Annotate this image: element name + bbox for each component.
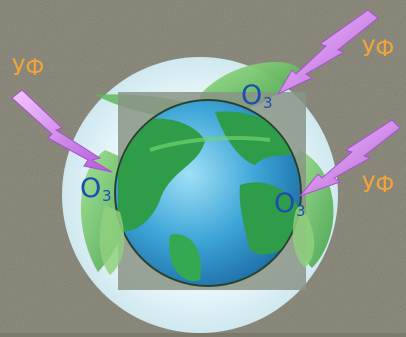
uv-label-left: УФ [12,56,44,81]
leaf-right-front [292,205,315,268]
continents [118,111,301,281]
uv-label-top-right: УФ [362,37,394,62]
earth-globe [114,99,302,287]
svg-text:О: О [80,173,101,204]
ozone-label-top: О 3 [241,80,273,112]
ozone-label-right: О 3 [274,188,306,220]
uv-ray-right [298,119,401,198]
leaf-left-front [99,205,125,275]
uv-ray-top-right [276,9,379,96]
svg-text:О: О [274,188,295,219]
uv-label-right: УФ [362,173,394,198]
uv-ray-left [11,89,113,173]
uv-rays [11,9,401,198]
ozone-label-left: О 3 [80,173,112,205]
svg-text:3: 3 [296,202,306,220]
svg-text:3: 3 [102,187,112,205]
svg-text:3: 3 [263,94,273,112]
svg-text:О: О [241,80,262,111]
